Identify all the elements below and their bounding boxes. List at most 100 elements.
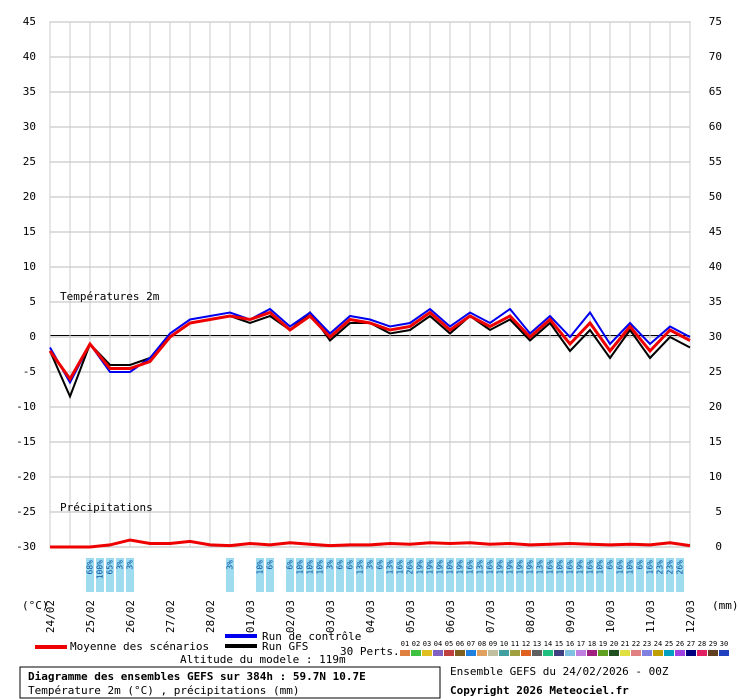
y2-tick-label: 15 [709,435,722,448]
y-tick-label: -10 [16,400,36,413]
snow-box [86,558,94,592]
x-tick-label: 10/03 [604,600,617,633]
snow-box [116,558,124,592]
snow-label: 3% [126,560,135,570]
pert-swatch [543,650,553,656]
pert-label: 08 [478,640,486,648]
snow-box [546,558,554,592]
pert-label: 22 [632,640,640,648]
snow-box [626,558,634,592]
snow-label: 16% [616,560,625,575]
x-tick-label: 07/03 [484,600,497,633]
snow-label: 100% [96,560,105,579]
y2-tick-label: 75 [709,15,722,28]
snow-box [596,558,604,592]
y2-tick-label: 65 [709,85,722,98]
pert-label: 27 [687,640,695,648]
snow-label: 10% [256,560,265,575]
snow-box [496,558,504,592]
snow-label: 16% [566,560,575,575]
snow-label: 6% [286,560,295,570]
pert-swatch [532,650,542,656]
y-tick-label: 35 [23,85,36,98]
snow-label: 13% [536,560,545,575]
y2-tick-label: 50 [709,190,722,203]
info-title: Diagramme des ensembles GEFS sur 384h : … [28,670,366,683]
perts-title: 30 Perts. [340,645,400,658]
snow-label: 13% [386,560,395,575]
pert-label: 10 [500,640,508,648]
y-tick-label: 5 [29,295,36,308]
snow-box [576,558,584,592]
y-tick-label: 40 [23,50,36,63]
snow-box [366,558,374,592]
pert-label: 18 [588,640,596,648]
pert-label: 25 [665,640,673,648]
snow-box [326,558,334,592]
pert-label: 20 [610,640,618,648]
series-line [50,538,691,549]
pert-label: 13 [533,640,541,648]
pert-swatch [411,650,421,656]
y2-unit: (mm) [712,599,739,612]
snow-box [566,558,574,592]
legend-label: Run de contrôle [262,630,361,643]
y2-tick-label: 45 [709,225,722,238]
snow-label: 19% [496,560,505,575]
snow-box [466,558,474,592]
x-tick-label: 27/02 [164,600,177,633]
pert-label: 15 [555,640,563,648]
pert-label: 30 [720,640,728,648]
pert-label: 16 [566,640,574,648]
pert-swatch [554,650,564,656]
pert-label: 19 [599,640,607,648]
snow-label: 16% [546,560,555,575]
x-tick-label: 24/02 [44,600,57,633]
y2-tick-label: 30 [709,330,722,343]
snow-label: 68% [86,560,95,575]
snow-label: 26% [406,560,415,575]
snow-label: 16% [586,560,595,575]
snow-box [436,558,444,592]
y-tick-label: 45 [23,15,36,28]
snow-box [356,558,364,592]
x-tick-label: 06/03 [444,600,457,633]
pert-label: 29 [709,640,717,648]
pert-swatch [444,650,454,656]
snow-box [456,558,464,592]
snow-label: 10% [446,560,455,575]
snow-box [646,558,654,592]
snow-label: 19% [576,560,585,575]
snow-box [126,558,134,592]
pert-label: 14 [544,640,552,648]
pert-label: 17 [577,640,585,648]
pert-swatch [466,650,476,656]
x-tick-label: 02/03 [284,600,297,633]
x-tick-label: 01/03 [244,600,257,633]
y2-tick-label: 10 [709,470,722,483]
snow-box [536,558,544,592]
snow-box [266,558,274,592]
pert-swatch [653,650,663,656]
snow-label: 10% [596,560,605,575]
snow-label: 19% [516,560,525,575]
x-tick-label: 08/03 [524,600,537,633]
snow-label: 13% [356,560,365,575]
snow-box [676,558,684,592]
legend-label: Run GFS [262,640,308,653]
snow-label: 6% [336,560,345,570]
snow-label: 16% [486,560,495,575]
y-tick-label: -15 [16,435,36,448]
pert-swatch [587,650,597,656]
altitude: Altitude du modele : 119m [180,653,346,666]
pert-swatch [642,650,652,656]
pert-label: 06 [456,640,464,648]
pert-swatch [565,650,575,656]
snow-label: 6% [266,560,275,570]
pert-label: 24 [654,640,662,648]
snow-label: 10% [556,560,565,575]
snow-box [486,558,494,592]
snow-label: 13% [476,560,485,575]
x-tick-label: 28/02 [204,600,217,633]
pert-swatch [455,650,465,656]
